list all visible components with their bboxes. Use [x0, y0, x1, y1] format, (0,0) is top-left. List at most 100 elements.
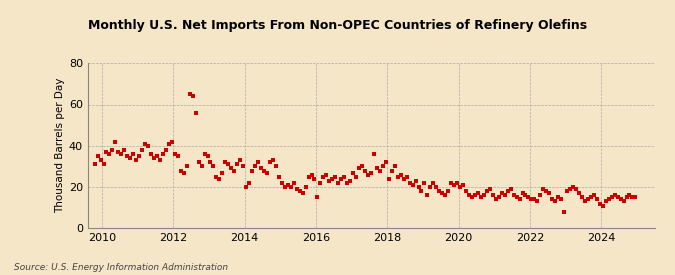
Point [610, 193, 620, 197]
Point [389, 164, 400, 169]
Point [375, 168, 385, 173]
Point [276, 181, 287, 185]
Point [526, 197, 537, 202]
Point [398, 177, 409, 181]
Point [238, 164, 248, 169]
Point [146, 152, 157, 156]
Point [562, 189, 572, 193]
Point [327, 177, 338, 181]
Point [466, 195, 477, 200]
Point [419, 181, 430, 185]
Point [627, 195, 638, 200]
Point [300, 185, 311, 189]
Point [547, 197, 558, 202]
Point [279, 185, 290, 189]
Point [193, 160, 204, 164]
Point [324, 179, 335, 183]
Point [401, 175, 412, 179]
Point [413, 185, 424, 189]
Point [303, 175, 314, 179]
Point [187, 94, 198, 98]
Point [541, 189, 551, 193]
Point [472, 191, 483, 195]
Point [502, 189, 513, 193]
Point [288, 181, 299, 185]
Point [490, 197, 501, 202]
Y-axis label: Thousand Barrels per Day: Thousand Barrels per Day [55, 78, 65, 213]
Point [137, 148, 148, 152]
Point [630, 195, 641, 200]
Point [214, 177, 225, 181]
Point [351, 175, 362, 179]
Point [443, 189, 454, 193]
Point [392, 175, 403, 179]
Point [544, 191, 555, 195]
Point [116, 152, 127, 156]
Point [362, 172, 373, 177]
Point [131, 158, 142, 162]
Point [211, 175, 222, 179]
Point [606, 195, 617, 200]
Point [246, 168, 257, 173]
Point [98, 162, 109, 166]
Point [318, 175, 329, 179]
Point [416, 189, 427, 193]
Point [446, 181, 456, 185]
Point [89, 162, 100, 166]
Point [475, 195, 486, 200]
Point [223, 162, 234, 166]
Point [464, 193, 475, 197]
Point [597, 204, 608, 208]
Point [315, 181, 326, 185]
Point [470, 193, 481, 197]
Point [568, 185, 578, 189]
Point [142, 144, 153, 148]
Point [267, 158, 278, 162]
Point [356, 164, 367, 169]
Point [371, 166, 382, 170]
Point [345, 179, 356, 183]
Point [396, 172, 406, 177]
Point [220, 160, 231, 164]
Point [161, 148, 171, 152]
Point [330, 175, 341, 179]
Point [333, 181, 344, 185]
Point [259, 168, 269, 173]
Point [559, 210, 570, 214]
Point [155, 158, 165, 162]
Point [92, 154, 103, 158]
Point [110, 139, 121, 144]
Point [428, 181, 439, 185]
Point [134, 154, 144, 158]
Point [342, 181, 352, 185]
Point [538, 187, 549, 191]
Point [182, 164, 192, 169]
Point [576, 195, 587, 200]
Point [386, 168, 397, 173]
Point [455, 185, 466, 189]
Point [128, 152, 138, 156]
Point [574, 191, 585, 195]
Point [452, 181, 462, 185]
Point [434, 189, 445, 193]
Point [505, 187, 516, 191]
Point [514, 197, 525, 202]
Point [265, 160, 275, 164]
Point [583, 197, 593, 202]
Point [125, 156, 136, 160]
Point [481, 189, 492, 193]
Point [621, 195, 632, 200]
Point [517, 191, 528, 195]
Point [297, 191, 308, 195]
Point [217, 170, 227, 175]
Point [95, 158, 106, 162]
Point [500, 193, 510, 197]
Point [595, 201, 605, 206]
Point [479, 193, 489, 197]
Point [196, 164, 207, 169]
Text: Monthly U.S. Net Imports From Non-OPEC Countries of Refinery Olefins: Monthly U.S. Net Imports From Non-OPEC C… [88, 19, 587, 32]
Point [208, 164, 219, 169]
Point [190, 111, 201, 115]
Point [152, 154, 163, 158]
Point [493, 195, 504, 200]
